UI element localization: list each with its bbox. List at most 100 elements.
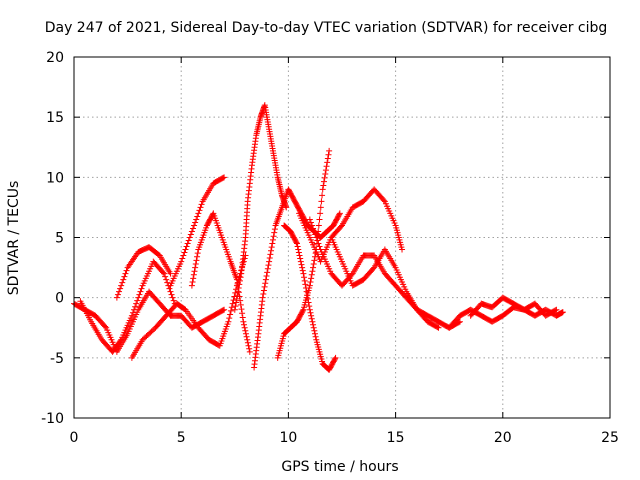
data-point xyxy=(299,307,306,314)
data-point xyxy=(188,228,195,235)
data-point xyxy=(308,312,315,319)
data-point xyxy=(123,267,130,274)
data-point xyxy=(238,306,245,313)
data-point xyxy=(119,279,126,286)
data-points xyxy=(71,102,566,373)
data-point xyxy=(297,255,304,262)
data-point xyxy=(244,339,251,346)
data-point xyxy=(243,333,250,340)
data-point xyxy=(552,307,559,314)
data-point xyxy=(310,321,317,328)
data-point xyxy=(309,268,316,275)
axis-ticks xyxy=(73,56,611,419)
y-tick-label: 5 xyxy=(55,231,64,247)
data-point xyxy=(234,292,241,299)
data-point xyxy=(336,211,343,218)
data-point xyxy=(308,275,315,282)
data-point xyxy=(237,274,244,281)
data-point xyxy=(456,318,463,325)
data-point xyxy=(134,297,141,304)
data-point xyxy=(102,323,109,330)
data-point xyxy=(325,151,332,158)
data-point xyxy=(306,303,313,310)
data-point xyxy=(310,260,317,267)
data-point xyxy=(326,147,333,154)
data-point xyxy=(228,304,235,311)
data-point xyxy=(162,273,169,280)
data-point xyxy=(167,288,174,295)
data-point xyxy=(316,243,323,250)
data-point xyxy=(262,280,269,287)
data-point xyxy=(312,231,319,238)
data-point xyxy=(189,225,196,232)
data-point xyxy=(323,163,330,170)
data-point xyxy=(304,292,311,299)
data-point xyxy=(306,216,313,223)
data-point xyxy=(320,178,327,185)
data-point xyxy=(260,291,267,298)
data-point xyxy=(320,182,327,189)
data-point xyxy=(266,258,273,265)
data-point xyxy=(301,277,308,284)
data-point xyxy=(370,265,377,272)
data-point xyxy=(308,271,315,278)
data-point xyxy=(295,249,302,256)
data-point xyxy=(241,324,248,331)
data-point xyxy=(314,237,321,244)
data-point xyxy=(138,285,145,292)
data-point xyxy=(241,321,248,328)
data-point xyxy=(319,186,326,193)
data-point xyxy=(181,249,188,256)
data-point xyxy=(271,229,278,236)
data-point xyxy=(186,234,193,241)
data-point xyxy=(194,213,201,220)
data-point xyxy=(311,327,318,334)
data-point xyxy=(221,306,228,313)
data-point xyxy=(297,258,304,265)
y-axis-label: SDTVAR / TECUs xyxy=(6,181,22,296)
data-point xyxy=(271,226,278,233)
data-point xyxy=(191,222,198,229)
data-point xyxy=(235,288,242,295)
y-tick-label: -5 xyxy=(50,351,64,367)
data-point xyxy=(303,288,310,295)
data-point xyxy=(132,303,139,310)
data-point xyxy=(319,192,326,199)
data-point xyxy=(242,327,249,334)
data-point xyxy=(184,240,191,247)
data-point xyxy=(122,270,129,277)
data-point xyxy=(114,291,121,298)
data-point xyxy=(117,285,124,292)
data-point xyxy=(120,276,127,283)
data-point xyxy=(264,265,271,272)
data-point xyxy=(301,274,308,281)
grid-lines xyxy=(74,57,610,418)
data-point xyxy=(306,306,313,313)
data-point xyxy=(182,246,189,253)
data-point xyxy=(178,258,185,265)
data-point xyxy=(316,216,323,223)
data-point xyxy=(236,277,243,284)
data-point xyxy=(311,257,318,264)
data-point xyxy=(242,330,249,337)
data-point xyxy=(263,273,270,280)
x-tick-label: 20 xyxy=(494,430,512,446)
data-point xyxy=(190,275,197,282)
data-point xyxy=(231,306,238,313)
data-point xyxy=(236,281,243,288)
data-point xyxy=(262,276,269,283)
data-point xyxy=(311,330,318,337)
data-point xyxy=(239,314,246,321)
data-point xyxy=(309,318,316,325)
data-point xyxy=(227,307,234,314)
data-point xyxy=(324,159,331,166)
y-tick-label: 10 xyxy=(46,170,64,186)
data-point xyxy=(161,270,168,277)
data-point xyxy=(435,324,442,331)
data-point xyxy=(117,337,124,344)
data-point xyxy=(239,310,246,317)
x-tick-label: 5 xyxy=(177,430,186,446)
x-axis-label: GPS time / hours xyxy=(281,459,398,475)
data-point xyxy=(192,260,199,267)
